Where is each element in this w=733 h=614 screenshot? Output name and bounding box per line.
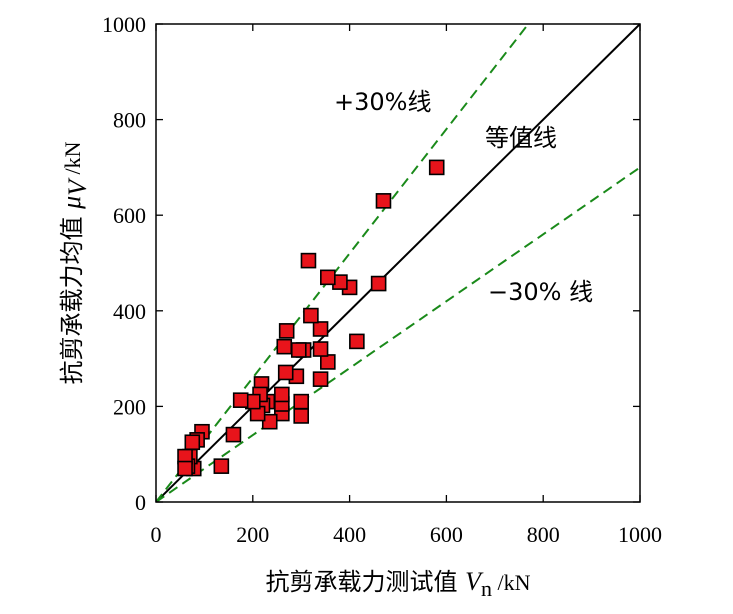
y-axis-label-prefix: 抗剪承载力均值	[58, 209, 86, 385]
data-point	[349, 333, 365, 350]
x-tick-label: 600	[430, 522, 463, 547]
data-point	[300, 252, 317, 269]
data-point	[213, 458, 230, 474]
y-tick-label: 200	[113, 394, 146, 419]
plot-frame	[155, 23, 641, 503]
data-point	[184, 434, 201, 451]
data-point	[312, 371, 329, 387]
y-axis-label-sub: V	[63, 177, 92, 196]
data-point	[232, 392, 249, 408]
y-tick-label: 800	[113, 108, 146, 133]
data-point	[276, 338, 293, 355]
data-point	[277, 364, 294, 381]
y-tick-label: 600	[113, 203, 146, 228]
data-point	[303, 307, 319, 324]
data-point	[370, 275, 387, 292]
data-point	[312, 341, 329, 357]
data-point	[261, 413, 278, 430]
data-point	[428, 159, 445, 176]
data-point	[375, 193, 392, 209]
data-point	[274, 386, 290, 403]
data-point	[320, 269, 336, 286]
x-axis-label-sub: n	[481, 576, 492, 601]
x-axis-label: 抗剪承载力测试值 Vn /kN	[265, 567, 530, 601]
data-point	[290, 342, 307, 358]
x-axis-label-unit: /kN	[492, 570, 531, 595]
y-axis-label: 抗剪承载力均值 μV /kN	[57, 141, 92, 384]
x-tick-label: 400	[333, 522, 366, 547]
data-point	[312, 321, 329, 337]
x-axis-label-prefix: 抗剪承载力测试值	[265, 568, 465, 596]
x-tick-label: 1000	[618, 522, 662, 547]
upper-30-line	[156, 24, 530, 502]
x-axis-label-var: V	[465, 567, 484, 596]
annotation-upper-line: +30%线	[334, 88, 431, 116]
x-tick-label: 0	[151, 522, 162, 547]
data-point	[177, 460, 193, 477]
x-tick-label: 800	[527, 522, 560, 547]
y-axis-label-unit: /kN	[60, 141, 85, 180]
data-point	[320, 354, 336, 370]
lower-30-line	[156, 166, 640, 502]
y-tick-label: 1000	[102, 12, 146, 37]
equal-line	[156, 24, 640, 502]
data-point	[293, 393, 310, 410]
x-tick-label: 200	[236, 522, 269, 547]
data-point	[225, 426, 242, 443]
data-point	[293, 408, 310, 424]
annotation-lower-line: −30% 线	[488, 278, 593, 306]
data-point	[278, 323, 295, 339]
annotation-equal-line: 等值线	[485, 124, 557, 152]
y-axis-label-var: μ	[57, 196, 86, 210]
y-tick-label: 0	[135, 490, 146, 515]
y-tick-label: 400	[113, 299, 146, 324]
